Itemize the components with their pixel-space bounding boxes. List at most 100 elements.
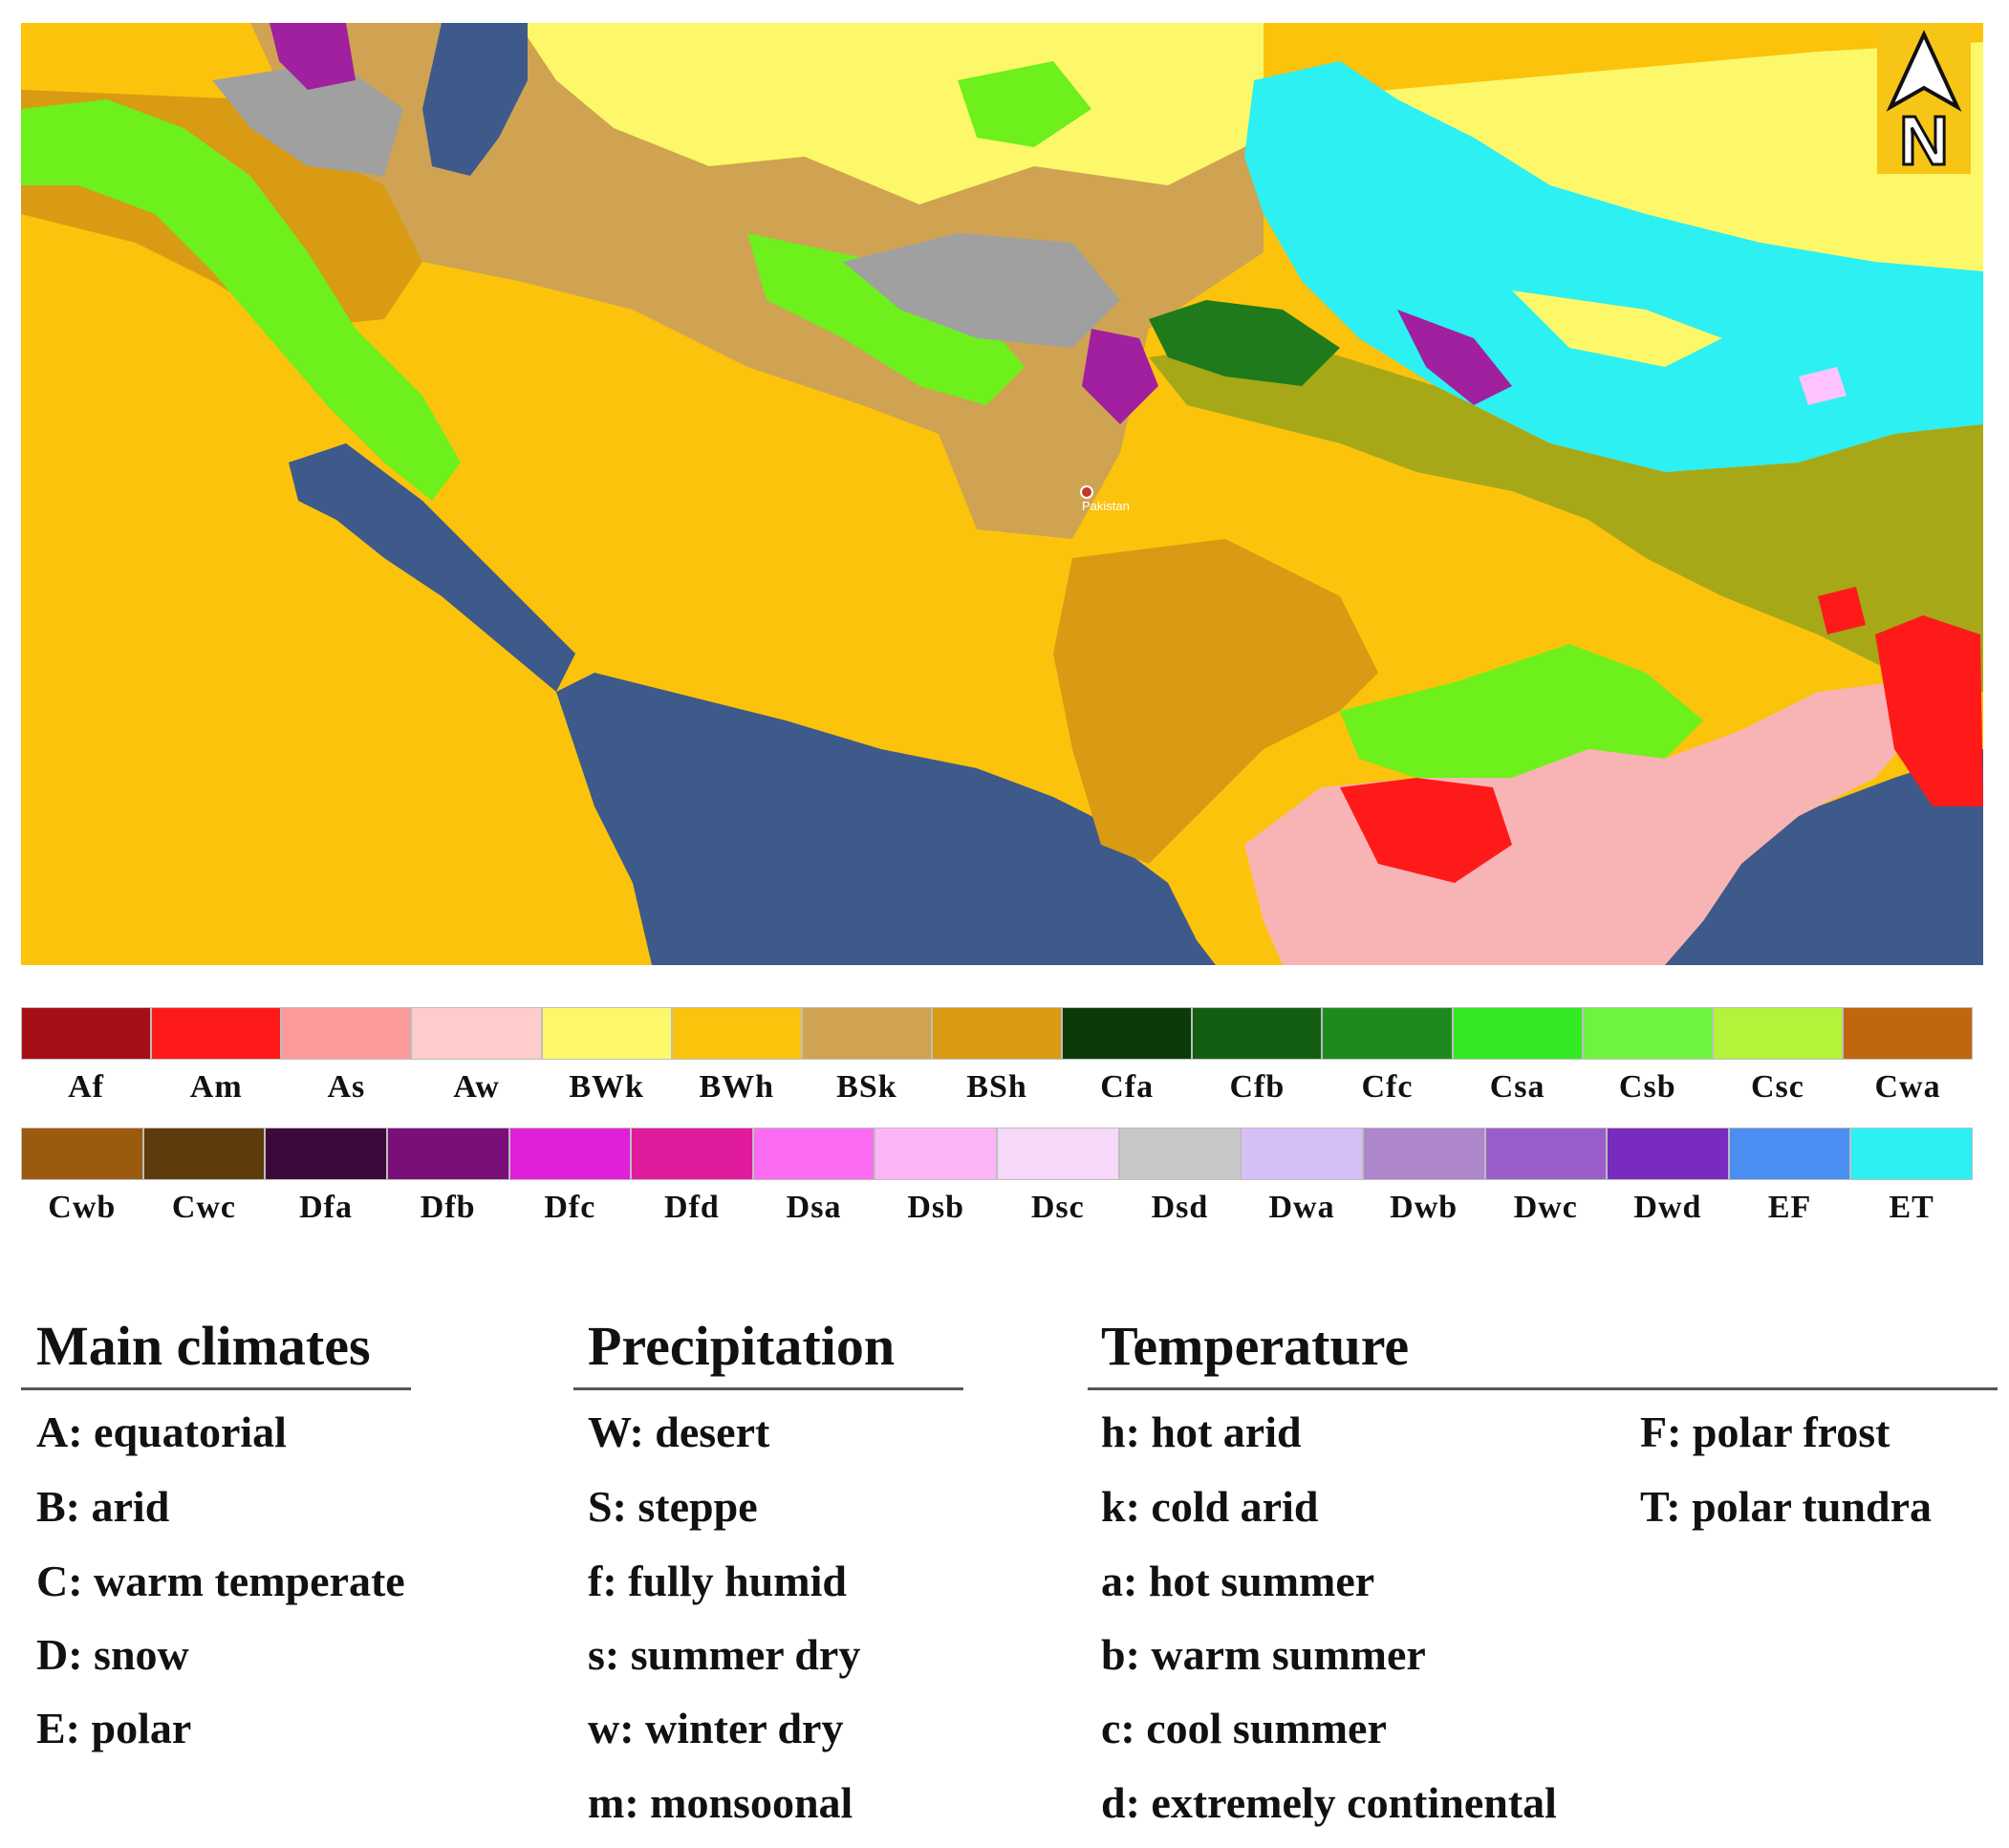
key-item: F: polar frost: [1640, 1407, 1890, 1456]
map-region-am-east: [1875, 615, 1983, 806]
map-region-dsc: [1799, 367, 1847, 405]
map-region-bsk: [250, 23, 1264, 539]
key-item: m: monsoonal: [588, 1778, 853, 1827]
legend-item-bsh: BSh: [931, 1007, 1063, 1106]
key-item: k: cold arid: [1101, 1482, 1319, 1531]
legend-code: Cwb: [48, 1190, 117, 1225]
legend-swatch: [151, 1007, 282, 1060]
key-item: C: warm temperate: [36, 1557, 405, 1605]
legend-item-dwa: Dwa: [1241, 1128, 1363, 1226]
legend-item-dsa: Dsa: [752, 1128, 875, 1226]
legend-swatch: [1322, 1007, 1453, 1060]
map-region-aw: [1244, 682, 1933, 965]
map-region-cfb-kashmir: [1149, 300, 1340, 386]
legend-item-dfa: Dfa: [265, 1128, 387, 1226]
legend-swatch: [801, 1007, 932, 1060]
legend-item-bwh: BWh: [671, 1007, 802, 1106]
map-region-bwk-north: [518, 23, 1264, 204]
legend-swatch: [1712, 1007, 1843, 1060]
map-region-am-northeast: [1818, 587, 1866, 634]
key-item: A: equatorial: [36, 1407, 287, 1456]
map-region-bay-of-bengal: [1646, 749, 1983, 965]
legend-swatch: [21, 1007, 152, 1060]
key-item: c: cool summer: [1101, 1704, 1387, 1752]
legend-item-bsk: BSk: [801, 1007, 932, 1106]
key-item: h: hot arid: [1101, 1407, 1302, 1456]
map-region-dsd-hindukush: [843, 233, 1120, 348]
legend-item-dfd: Dfd: [631, 1128, 753, 1226]
legend-item-cwc: Cwc: [142, 1128, 266, 1226]
legend-code: Dfd: [664, 1190, 720, 1225]
legend-swatch: [1062, 1007, 1193, 1060]
legend-code: Aw: [453, 1069, 500, 1105]
key-item: T: polar tundra: [1640, 1482, 1933, 1531]
key-item: B: arid: [36, 1482, 170, 1531]
legend-swatch: [21, 1128, 143, 1180]
legend-row-2: Cwb Cwc Dfa Dfb Dfc Dfd Dsa Dsb Dsc Dsd Dwa Dwb Dwc D…: [21, 1128, 1973, 1226]
legend-item-af: Af: [21, 1007, 152, 1106]
legend-item-cfb: Cfb: [1192, 1007, 1323, 1106]
key-item: d: extremely continental: [1101, 1778, 1557, 1827]
legend-code: Dsa: [786, 1190, 842, 1225]
legend-swatch: [1582, 1007, 1713, 1060]
legend-swatch: [1728, 1128, 1851, 1180]
legend-swatch: [1241, 1128, 1363, 1180]
legend-item-dsd: Dsd: [1118, 1128, 1242, 1226]
climate-map: N Pakistan: [21, 23, 1983, 965]
legend-code: Am: [189, 1069, 243, 1105]
legend-swatch: [671, 1007, 802, 1060]
legend-item-dwb: Dwb: [1362, 1128, 1485, 1226]
key-item: W: desert: [588, 1407, 770, 1456]
map-region-caspian-sea: [422, 23, 528, 176]
legend-item-dfb: Dfb: [386, 1128, 509, 1226]
main-climates-title: Main climates: [36, 1315, 371, 1377]
legend-code: Cwa: [1874, 1069, 1941, 1105]
key-item: s: summer dry: [588, 1630, 861, 1679]
legend-item-csb: Csb: [1582, 1007, 1713, 1106]
legend-code: BWh: [699, 1069, 775, 1105]
legend-item-ef: EF: [1728, 1128, 1851, 1226]
legend-swatch: [265, 1128, 387, 1180]
legend-swatch: [508, 1128, 632, 1180]
map-region-am-west: [1340, 778, 1512, 883]
north-arrow-letter: N: [1899, 103, 1949, 180]
legend-code: Dwc: [1513, 1190, 1578, 1225]
legend-item-cfc: Cfc: [1322, 1007, 1453, 1106]
legend-item-dwd: Dwd: [1607, 1128, 1729, 1226]
map-region-bwk-plateau: [1512, 290, 1722, 367]
legend-code: Csa: [1489, 1069, 1545, 1105]
legend-code: Dwd: [1633, 1190, 1702, 1225]
location-pin-icon: [1080, 485, 1093, 499]
map-region-dfb-ridge: [1397, 310, 1512, 405]
key-item: w: winter dry: [588, 1704, 844, 1752]
legend-code: Dsb: [907, 1190, 965, 1225]
legend-item-dwc: Dwc: [1484, 1128, 1608, 1226]
legend-code: Cwc: [171, 1190, 237, 1225]
legend-swatch: [875, 1128, 997, 1180]
place-label: Pakistan: [1082, 499, 1130, 513]
legend-item-cfa: Cfa: [1062, 1007, 1193, 1106]
legend-swatch: [1362, 1128, 1485, 1180]
key-item: b: warm summer: [1101, 1630, 1426, 1679]
legend-code: Cfa: [1100, 1069, 1155, 1105]
legend-swatch: [1192, 1007, 1323, 1060]
legend-item-cwa: Cwa: [1842, 1007, 1974, 1106]
legend-code: BSk: [836, 1069, 897, 1105]
map-region-persian-gulf: [289, 443, 575, 692]
map-region-dfb-north: [270, 23, 356, 90]
legend-swatch: [931, 1007, 1063, 1060]
main-climates-underline: [21, 1387, 411, 1390]
legend-code: Dfb: [420, 1190, 476, 1225]
map-region-csa-india: [1340, 644, 1703, 778]
legend-item-csa: Csa: [1452, 1007, 1583, 1106]
legend-swatch: [1850, 1128, 1973, 1180]
map-region-cwa: [1149, 338, 1983, 692]
legend-swatch: [386, 1128, 509, 1180]
legend-item-bwk: BWk: [541, 1007, 672, 1106]
legend-swatch: [1484, 1128, 1608, 1180]
legend-swatch: [631, 1128, 753, 1180]
legend-code: Dsc: [1030, 1190, 1085, 1225]
legend-row-1: Af Am As Aw BWk BWh BSk BSh Cfa Cfb Cfc Csa Csb Csc Cw…: [21, 1007, 1974, 1106]
key-item: f: fully humid: [588, 1557, 847, 1605]
legend-code: Dwa: [1268, 1190, 1335, 1225]
